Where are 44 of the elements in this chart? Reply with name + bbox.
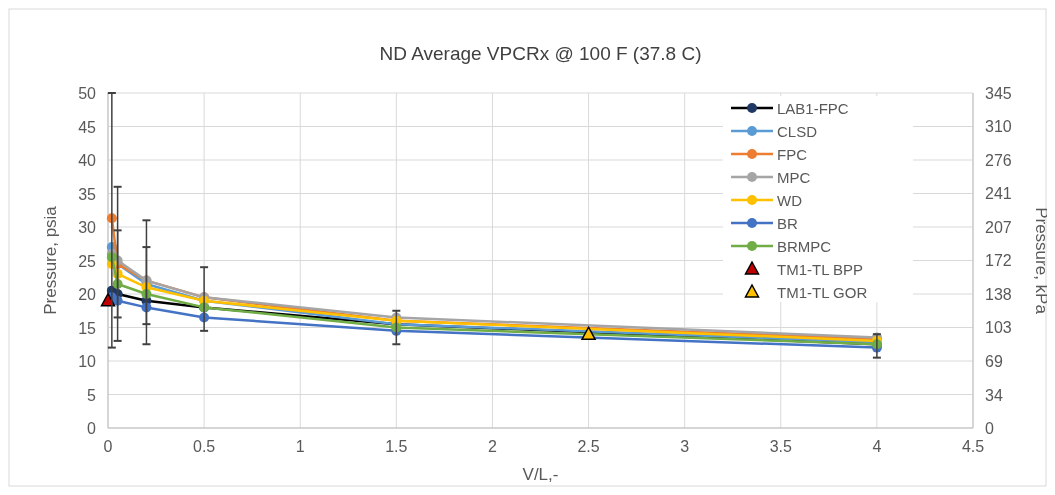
- chart-title: ND Average VPCRx @ 100 F (37.8 C): [379, 43, 702, 64]
- x-tick-label: 2.5: [577, 438, 600, 455]
- x-tick-label: 1: [295, 438, 305, 455]
- y-tick-label: 35: [78, 185, 97, 203]
- y-tick-label: 20: [78, 286, 97, 303]
- x-tick-label: 2: [487, 438, 497, 455]
- y2-tick-label: 276: [985, 151, 1012, 169]
- y2-tick-label: 103: [985, 319, 1012, 337]
- y2-tick-label: 207: [985, 218, 1012, 236]
- y-tick-label: 15: [78, 319, 97, 337]
- y-axis-title: Pressure, psia: [41, 205, 60, 315]
- legend-label: LAB1-FPC: [777, 100, 849, 117]
- legend-label: BR: [777, 215, 798, 232]
- legend-label: TM1-TL GOR: [777, 284, 868, 301]
- legend-label: TM1-TL BPP: [777, 261, 864, 278]
- x-tick-label: 0: [103, 438, 113, 455]
- x-tick-label: 1.5: [385, 438, 408, 455]
- x-tick-label: 3: [680, 438, 690, 455]
- x-axis-title: V/L,-: [522, 465, 559, 484]
- legend-label: WD: [777, 192, 803, 209]
- y-tick-label: 5: [87, 386, 97, 404]
- y-tick-label: 50: [78, 85, 97, 102]
- y-tick-label: 10: [78, 353, 97, 370]
- y-tick-label: 30: [78, 219, 97, 236]
- legend-label: MPC: [777, 169, 811, 186]
- y-tick-label: 40: [78, 152, 97, 169]
- x-tick-label: 3.5: [769, 438, 792, 455]
- y2-tick-label: 241: [985, 185, 1012, 203]
- legend-label: BRMPC: [777, 238, 832, 255]
- legend-label: CLSD: [777, 123, 818, 140]
- y-tick-label: 25: [78, 252, 97, 270]
- x-tick-label: 0.5: [192, 438, 216, 455]
- y2-tick-label: 172: [985, 252, 1012, 270]
- y2-tick-label: 310: [985, 118, 1012, 136]
- y2-tick-label: 0: [985, 420, 994, 437]
- y2-tick-label: 34: [985, 386, 1003, 404]
- y2-tick-label: 345: [985, 85, 1012, 102]
- y2-tick-label: 69: [985, 352, 1003, 370]
- y-tick-label: 0: [87, 420, 97, 437]
- x-tick-label: 4: [872, 438, 882, 455]
- y-tick-label: 45: [78, 118, 97, 136]
- legend-label: FPC: [777, 146, 808, 163]
- x-tick-label: 4.5: [961, 438, 985, 455]
- y2-tick-label: 138: [985, 285, 1012, 303]
